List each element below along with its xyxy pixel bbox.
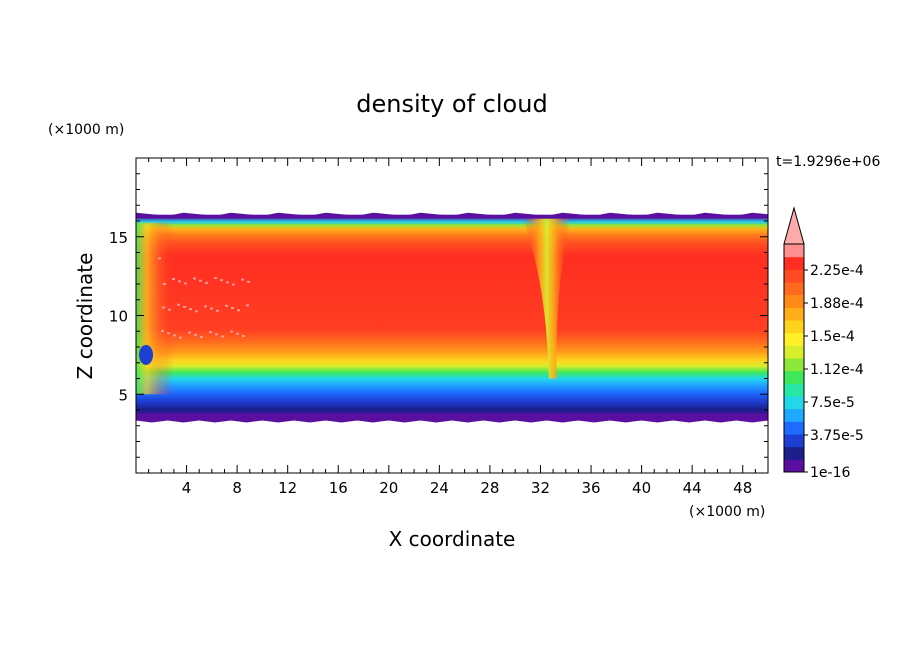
cloud-base-edge	[136, 413, 768, 423]
colorbar-swatch	[784, 332, 804, 346]
x-tick-label: 24	[430, 479, 449, 497]
core-speckle	[161, 329, 164, 332]
colorbar-swatch	[784, 396, 804, 410]
colorbar-swatch	[784, 269, 804, 283]
core-speckle	[236, 332, 239, 335]
core-speckle	[163, 283, 166, 286]
y-axis-label: Z coordinate	[73, 253, 97, 380]
core-speckle	[200, 336, 203, 339]
colorbar-label: 1.12e-4	[810, 362, 864, 378]
x-tick-label: 32	[531, 479, 550, 497]
core-speckle	[216, 309, 219, 312]
core-speckle	[226, 281, 229, 284]
colorbar-swatch	[784, 345, 804, 359]
y-tick-label: 5	[118, 386, 128, 404]
core-speckle	[242, 334, 245, 337]
core-speckle	[188, 331, 191, 334]
x-tick-label: 48	[733, 479, 752, 497]
x-unit-label: (×1000 m)	[689, 504, 765, 520]
core-speckle	[232, 283, 235, 286]
core-speckle	[221, 335, 224, 338]
x-tick-label: 28	[480, 479, 499, 497]
colorbar: 1e-16 3.75e-5 7.5e-5 1.12e-4 1.5e-4 1.88e-4 2.…	[783, 206, 864, 481]
core-speckle	[189, 308, 192, 311]
core-speckle	[209, 331, 212, 334]
colorbar-swatch	[784, 244, 804, 258]
colorbar-swatch	[784, 370, 804, 384]
core-speckle	[247, 280, 250, 283]
x-axis-ticks: 4 8 12 16 20 24 28 32 36 40 44 48	[148, 158, 756, 497]
colorbar-swatch	[784, 282, 804, 296]
core-speckle	[179, 336, 182, 339]
cloud-top-band	[136, 218, 768, 224]
core-speckle	[246, 304, 249, 307]
left-edge-pocket	[139, 344, 153, 365]
core-speckle	[230, 330, 233, 333]
core-speckle	[172, 278, 175, 281]
core-speckle	[168, 308, 171, 311]
colorbar-swatch	[784, 383, 804, 397]
core-speckle	[167, 332, 170, 335]
core-speckle	[162, 306, 165, 309]
core-speckle	[199, 279, 202, 282]
colorbar-swatch	[784, 307, 804, 321]
core-speckle	[215, 333, 218, 336]
downdraft-column	[522, 218, 571, 379]
cloud-body	[136, 214, 768, 420]
x-tick-label: 36	[581, 479, 600, 497]
x-tick-label: 44	[683, 479, 702, 497]
y-unit-label: (×1000 m)	[48, 122, 124, 138]
y-tick-label: 10	[109, 308, 128, 326]
core-speckle	[231, 307, 234, 310]
core-speckle	[214, 276, 217, 279]
colorbar-swatch	[784, 408, 804, 422]
colorbar-swatch	[784, 358, 804, 372]
core-speckle	[205, 281, 208, 284]
x-tick-label: 20	[379, 479, 398, 497]
x-tick-label: 16	[329, 479, 348, 497]
density-field	[136, 212, 768, 423]
colorbar-label: 7.5e-5	[810, 395, 855, 411]
core-speckle	[195, 310, 198, 313]
core-speckle	[184, 282, 187, 285]
colorbar-swatch	[784, 294, 804, 308]
core-speckle	[210, 307, 213, 310]
colorbar-label: 2.25e-4	[810, 263, 864, 279]
core-speckle	[225, 304, 228, 307]
core-speckle	[193, 277, 196, 280]
core-speckle	[220, 279, 223, 282]
left-edge-disturbance	[136, 222, 174, 395]
x-tick-label: 12	[278, 479, 297, 497]
core-speckle	[237, 309, 240, 312]
colorbar-swatch	[784, 459, 804, 473]
colorbar-swatch	[784, 320, 804, 334]
core-speckle	[158, 257, 161, 260]
y-axis-ticks: 5 10 15	[109, 173, 768, 458]
x-tick-label: 4	[182, 479, 192, 497]
time-label: t=1.9296e+06	[776, 154, 880, 170]
core-speckle	[177, 303, 180, 306]
colorbar-swatch	[784, 256, 804, 270]
x-axis-label: X coordinate	[389, 527, 516, 551]
core-speckle	[204, 305, 207, 308]
colorbar-label: 1e-16	[810, 465, 850, 481]
colorbar-swatch	[784, 446, 804, 460]
x-tick-label: 40	[632, 479, 651, 497]
core-speckle	[194, 333, 197, 336]
core-speckle	[178, 280, 181, 283]
colorbar-label: 3.75e-5	[810, 428, 864, 444]
colorbar-swatch	[784, 421, 804, 435]
chart-title: density of cloud	[356, 90, 547, 118]
y-tick-label: 15	[109, 229, 128, 247]
colorbar-label: 1.88e-4	[810, 296, 864, 312]
core-speckle	[183, 305, 186, 308]
x-tick-label: 8	[232, 479, 242, 497]
core-speckle	[241, 278, 244, 281]
colorbar-label: 1.5e-4	[810, 329, 855, 345]
core-speckle	[173, 334, 176, 337]
colorbar-overflow-arrow	[783, 206, 805, 245]
colorbar-swatch	[784, 434, 804, 448]
